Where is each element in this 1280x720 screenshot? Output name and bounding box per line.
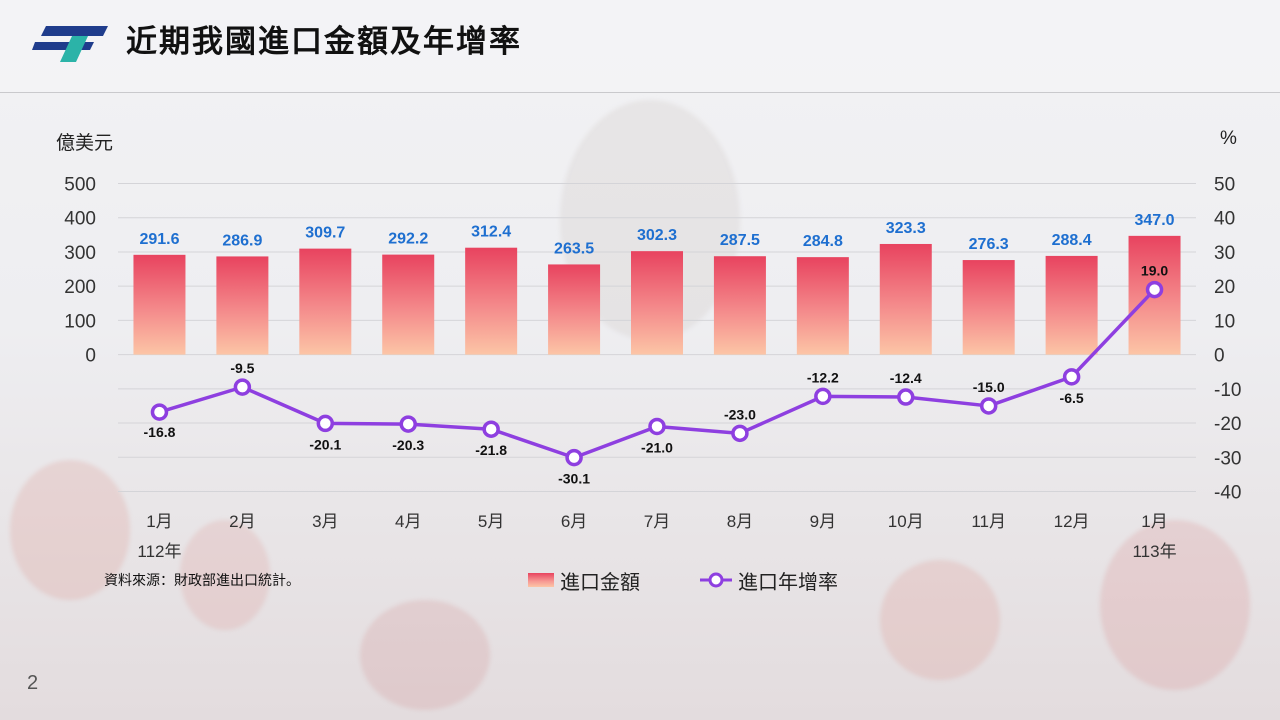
legend-label-bars: 進口金額 [560, 571, 640, 594]
line-value-label: -23.0 [724, 406, 756, 422]
line-point [897, 388, 915, 406]
right-tick-label: 50 [1214, 175, 1235, 196]
right-tick-label: 20 [1214, 277, 1235, 298]
x-tick-label: 12月 [1054, 512, 1090, 531]
brand-logo [32, 26, 108, 62]
x-tick-label: 9月 [810, 512, 836, 531]
right-tick-label: -20 [1214, 414, 1241, 435]
bar [548, 264, 601, 355]
right-tick-label: 30 [1214, 243, 1235, 264]
header-bar: 近期我國進口金額及年增率 [0, 0, 1280, 93]
line-value-label: -15.0 [973, 379, 1005, 395]
line-value-label: -16.8 [144, 424, 176, 440]
line-point [399, 415, 417, 433]
bar-value-label: 312.4 [471, 224, 511, 241]
page-title: 近期我國進口金額及年增率 [126, 24, 522, 59]
x-tick-label: 2月 [229, 512, 255, 531]
right-tick-label: -30 [1214, 448, 1241, 469]
bar-value-label: 276.3 [969, 236, 1009, 253]
year-label: 112年 [137, 542, 181, 561]
line-point [814, 387, 832, 406]
bar-value-label: 347.0 [1135, 212, 1175, 229]
right-tick-label: -40 [1214, 483, 1241, 504]
x-tick-label: 6月 [561, 512, 587, 531]
right-tick-label: 0 [1214, 346, 1225, 367]
legend-label-line: 進口年增率 [738, 571, 838, 594]
bar-value-label: 288.4 [1052, 232, 1092, 249]
right-tick-label: 10 [1214, 311, 1235, 332]
line-value-label: -6.5 [1060, 390, 1084, 406]
line-marker-icon [700, 572, 732, 588]
x-tick-label: 5月 [478, 512, 504, 531]
line-value-label: -30.1 [558, 471, 590, 487]
x-tick-label: 7月 [644, 512, 670, 531]
x-tick-label: 1月 [1141, 512, 1167, 531]
bar-value-label: 309.7 [305, 225, 345, 242]
x-tick-label: 3月 [312, 512, 338, 531]
bar-value-label: 292.2 [388, 231, 428, 248]
line-point [648, 417, 666, 436]
line-point [150, 403, 169, 421]
line-value-label: -20.3 [392, 437, 424, 453]
bar-value-label: 287.5 [720, 232, 760, 249]
left-axis-unit: 億美元 [56, 132, 113, 154]
line-point [1145, 280, 1164, 299]
line-point [482, 420, 500, 438]
bar-swatch-icon [528, 573, 554, 587]
left-tick-label: 200 [64, 277, 96, 298]
source-note: 資料來源：財政部進出口統計。 [104, 572, 300, 588]
bar [465, 247, 518, 355]
bar [133, 254, 186, 355]
legend-item-bars: 進口金額 [528, 566, 640, 594]
bar-value-label: 286.9 [222, 232, 262, 249]
line-value-label: 19.0 [1141, 263, 1168, 279]
x-tick-label: 10月 [888, 512, 924, 531]
line-value-label: -9.5 [230, 360, 254, 376]
left-tick-label: 100 [64, 311, 96, 332]
year-label: 113年 [1132, 542, 1176, 561]
line-point [233, 378, 252, 396]
bar [962, 260, 1015, 355]
line-point [979, 397, 998, 415]
left-tick-label: 300 [64, 243, 96, 264]
line-point [316, 414, 335, 433]
bar [299, 248, 352, 355]
bar-value-label: 291.6 [139, 231, 179, 248]
left-tick-label: 0 [85, 346, 96, 367]
legend-item-line: 進口年增率 [700, 566, 838, 594]
line-series: -16.8 -9.5 -20.1 -20.3 -21.8 -30.1 -21.0 -23.0 -… [144, 263, 1169, 487]
bar [713, 256, 766, 355]
bar [216, 256, 269, 355]
bar [631, 251, 683, 355]
bar-value-label: 323.3 [886, 220, 926, 237]
line-value-label: -12.4 [890, 370, 922, 386]
line-value-label: -20.1 [309, 436, 341, 452]
bar [879, 243, 932, 355]
bar-value-label: 263.5 [554, 240, 594, 257]
bar [382, 254, 435, 355]
bar-value-label: 302.3 [637, 227, 677, 244]
bar-series: 291.6 286.9 309.7 292.2 312.4 263.5 302.3 287.5… [133, 212, 1181, 355]
line-value-label: -21.0 [641, 439, 673, 455]
x-tick-label: 8月 [727, 512, 753, 531]
line-point [565, 448, 583, 467]
bar-value-label: 284.8 [803, 233, 843, 250]
line-point [731, 424, 749, 443]
right-tick-label: -10 [1214, 380, 1241, 401]
line-value-label: -12.2 [807, 369, 839, 385]
bar [1045, 255, 1098, 355]
right-axis-unit: % [1220, 128, 1237, 149]
x-tick-label: 11月 [971, 512, 1006, 531]
x-tick-label: 4月 [395, 512, 421, 531]
page-number: 2 [27, 672, 39, 694]
bar [796, 257, 849, 355]
line-point [1062, 368, 1081, 386]
left-tick-label: 500 [64, 175, 96, 196]
right-tick-label: 40 [1214, 209, 1235, 230]
line-value-label: -21.8 [475, 442, 507, 458]
left-tick-label: 400 [64, 209, 96, 230]
x-tick-label: 1月 [146, 512, 172, 531]
